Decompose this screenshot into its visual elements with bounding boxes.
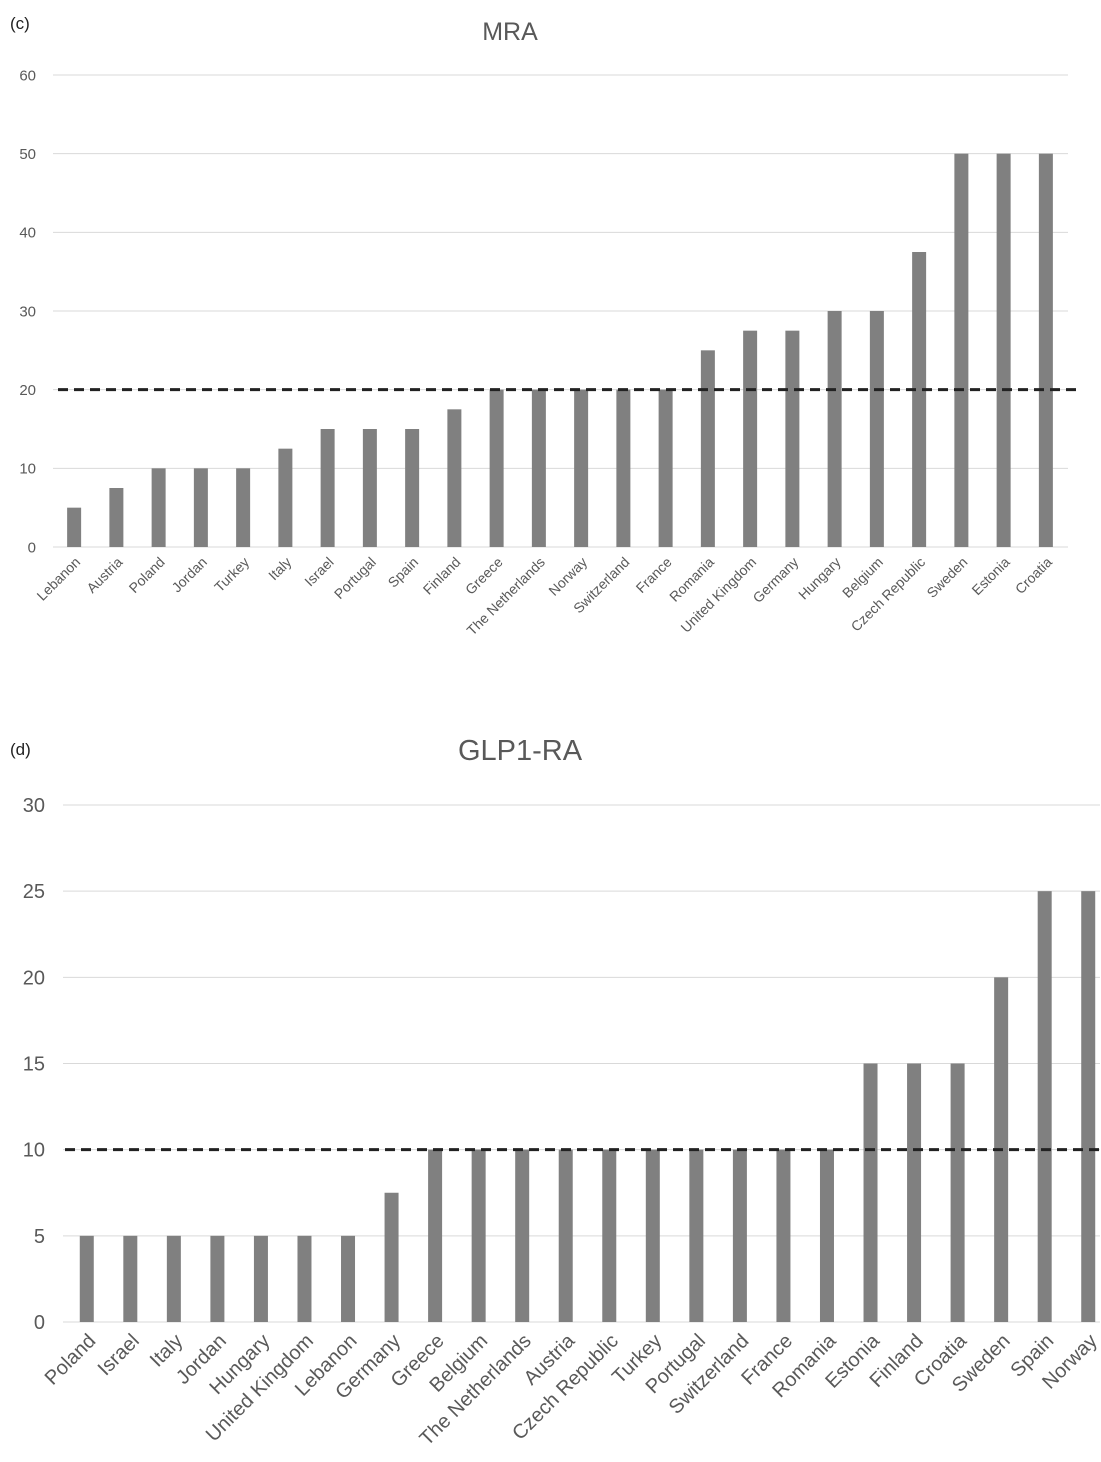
y-tick-label-40: 40 — [19, 225, 36, 242]
bar-jordan — [193, 468, 208, 547]
y-tick-label-20: 20 — [23, 967, 45, 989]
bar-portugal — [689, 1149, 704, 1322]
y-tick-label-5: 5 — [34, 1226, 45, 1248]
bar-france — [776, 1149, 791, 1322]
y-tick-label-15: 15 — [23, 1054, 45, 1076]
x-tick-label-spain: Spain — [385, 554, 422, 591]
x-tick-label-hungary: Hungary — [795, 554, 844, 603]
bar-romania — [819, 1149, 834, 1322]
x-tick-label-czech-republic: Czech Republic — [848, 554, 929, 635]
bar-norway — [574, 389, 589, 547]
bar-austria — [109, 488, 124, 547]
x-tick-label-finland: Finland — [420, 554, 464, 598]
x-tick-label-the-netherlands: The Netherlands — [463, 554, 548, 639]
bar-france — [658, 389, 673, 547]
chart-panel-d: (d) GLP1-RA 0 5 10 15 20 25 30 Poland Israel Italy… — [0, 700, 1101, 1462]
x-tick-label-lebanon: Lebanon — [33, 554, 83, 604]
x-tick-label-israel: Israel — [94, 1330, 144, 1380]
y-tick-label-20: 20 — [19, 382, 36, 399]
bar-switzerland — [616, 389, 631, 547]
y-tick-label-30: 30 — [19, 303, 36, 320]
x-tick-label-italy: Italy — [265, 554, 294, 583]
bar-poland — [79, 1235, 94, 1322]
bar-poland — [151, 468, 166, 547]
bar-belgium — [471, 1149, 486, 1322]
x-tick-label-austria: Austria — [83, 554, 125, 596]
x-tick-label-united-kingdom: United Kingdom — [677, 554, 759, 636]
x-tick-label-portugal: Portugal — [331, 554, 379, 602]
bar-israel — [320, 429, 335, 547]
chart-title: MRA — [482, 18, 538, 46]
bar-czech-republic — [912, 252, 927, 547]
bar-united-kingdom — [743, 330, 758, 547]
bar-germany — [785, 330, 800, 547]
bar-the-netherlands — [531, 389, 546, 547]
x-tick-label-estonia: Estonia — [968, 554, 1012, 598]
y-tick-label-10: 10 — [19, 461, 36, 478]
x-tick-label-poland: Poland — [41, 1330, 101, 1390]
y-tick-label-30: 30 — [23, 795, 45, 817]
bar-estonia — [863, 1063, 878, 1322]
bar-israel — [123, 1235, 138, 1322]
y-tick-label-60: 60 — [19, 67, 36, 84]
x-tick-label-croatia: Croatia — [1012, 554, 1055, 597]
y-tick-label-50: 50 — [19, 146, 36, 163]
bar-hungary — [253, 1235, 268, 1322]
bar-turkey — [236, 468, 251, 547]
bar-czech-republic — [602, 1149, 617, 1322]
bar-lebanon — [341, 1235, 356, 1322]
bar-greece — [428, 1149, 443, 1322]
y-tick-label-0: 0 — [34, 1312, 45, 1334]
bar-turkey — [645, 1149, 660, 1322]
bar-greece — [489, 389, 504, 547]
bar-croatia — [1038, 153, 1053, 547]
bar-hungary — [827, 311, 842, 547]
bar-austria — [558, 1149, 573, 1322]
mra-bar-chart: MRA 0 10 20 30 40 50 60 Lebanon Austria Poland Jord… — [19, 18, 1080, 639]
bar-spain — [405, 429, 420, 547]
x-tick-label-sweden: Sweden — [923, 554, 970, 601]
bar-sweden — [954, 153, 969, 547]
chart-panel-c: (c) MRA 0 10 20 30 40 50 60 Lebanon Austria Poland… — [0, 0, 1101, 700]
chart-title: GLP1-RA — [458, 735, 583, 767]
panel-label-c: (c) — [10, 14, 30, 33]
bar-croatia — [950, 1063, 965, 1322]
bar-united-kingdom — [297, 1235, 312, 1322]
bar-italy — [166, 1235, 181, 1322]
bar-finland — [907, 1063, 922, 1322]
bar-switzerland — [732, 1149, 747, 1322]
bar-finland — [447, 409, 462, 547]
bar-estonia — [996, 153, 1011, 547]
x-tick-label-jordan: Jordan — [168, 554, 210, 596]
x-tick-label-germany: Germany — [749, 554, 801, 606]
bar-romania — [700, 350, 715, 547]
bar-belgium — [869, 311, 884, 547]
x-tick-label-poland: Poland — [126, 554, 168, 596]
bar-spain — [1037, 891, 1052, 1322]
y-tick-label-25: 25 — [23, 881, 45, 903]
bar-jordan — [210, 1235, 225, 1322]
x-tick-label-turkey: Turkey — [211, 554, 252, 595]
bar-portugal — [362, 429, 377, 547]
bar-italy — [278, 448, 293, 547]
bar-germany — [384, 1192, 399, 1322]
x-tick-label-israel: Israel — [301, 554, 337, 590]
bar-norway — [1081, 891, 1096, 1322]
bar-the-netherlands — [515, 1149, 530, 1322]
y-tick-label-10: 10 — [23, 1140, 45, 1162]
y-tick-label-0: 0 — [28, 539, 36, 556]
bar-lebanon — [67, 507, 82, 547]
panel-label-d: (d) — [10, 740, 31, 759]
